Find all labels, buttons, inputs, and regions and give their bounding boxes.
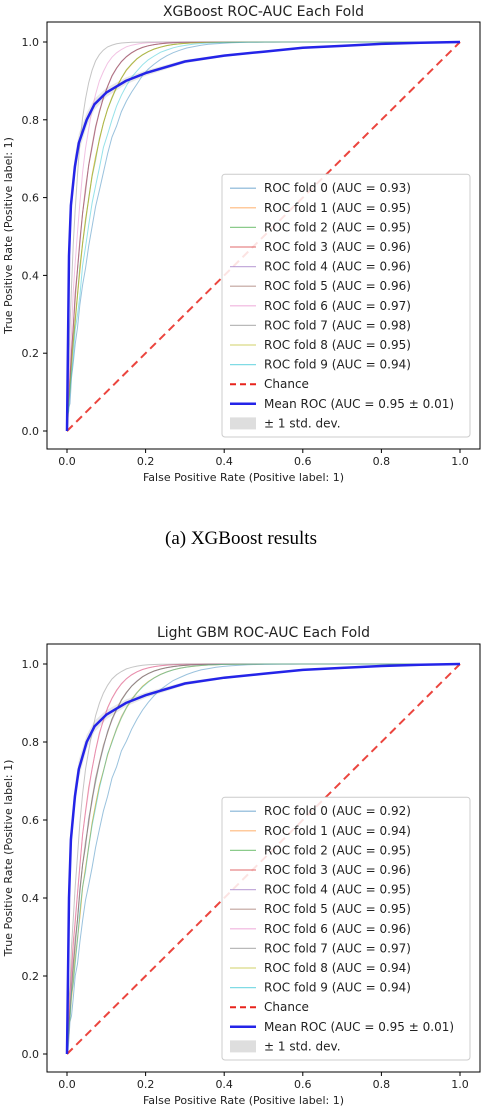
legend-label-fold-1: ROC fold 1 (AUC = 0.94) — [264, 824, 411, 838]
roc-fold-5-line — [66, 41, 460, 429]
roc-fold-7-line — [66, 663, 460, 1051]
y-tick-label: 0.4 — [22, 892, 40, 905]
mean-roc-line — [65, 662, 461, 1055]
x-tick-label: 0.6 — [294, 1078, 312, 1091]
mean-roc-line — [65, 40, 461, 432]
legend-label-fold-8: ROC fold 8 (AUC = 0.94) — [264, 961, 411, 975]
chart-1: Light GBM ROC-AUC Each Fold 0.0 0.2 0.4 0.6 0… — [2, 625, 481, 1107]
legend-label-fold-4: ROC fold 4 (AUC = 0.95) — [264, 883, 411, 897]
x-tick-label: 0.4 — [215, 455, 233, 468]
x-tick-label: 0.6 — [294, 455, 312, 468]
roc-fold-4-line — [66, 41, 460, 426]
legend: ROC fold 0 (AUC = 0.93) ROC fold 1 (AUC =… — [221, 173, 471, 438]
axes-frame — [46, 21, 481, 450]
x-axis-label: False Positive Rate (Positive label: 1) — [143, 1094, 344, 1107]
roc-fold-4-line — [66, 663, 460, 1055]
x-tick-label: 0.2 — [137, 455, 155, 468]
x-tick-label: 0.0 — [58, 455, 76, 468]
legend-swatch-std — [230, 1040, 256, 1053]
y-tick-label: 0.4 — [22, 269, 40, 282]
roc-fold-8-line — [66, 663, 460, 1053]
roc-fold-7-line — [66, 41, 460, 432]
x-tick-label: 0.2 — [137, 1078, 155, 1091]
roc-fold-1-line — [66, 663, 460, 1055]
y-tick-label: 0.2 — [22, 970, 40, 983]
roc-fold-0-line — [66, 663, 460, 1055]
legend-label-fold-3: ROC fold 3 (AUC = 0.96) — [264, 863, 411, 877]
chart-0: XGBoost ROC-AUC Each Fold 0.0 0.2 0.4 0.6 0.8… — [2, 4, 481, 484]
legend-label-mean: Mean ROC (AUC = 0.95 ± 0.01) — [264, 1020, 454, 1034]
legend-label-fold-7: ROC fold 7 (AUC = 0.98) — [264, 318, 411, 332]
roc-fold-3-line — [66, 663, 460, 1055]
y-tick-label: 0.6 — [22, 814, 40, 827]
roc-fold-9-line — [66, 41, 460, 432]
x-tick-label: 0.4 — [215, 1078, 233, 1091]
roc-fold-6-line — [66, 41, 460, 432]
roc-fold-6-line — [66, 663, 460, 1055]
legend-label-fold-4: ROC fold 4 (AUC = 0.96) — [264, 260, 411, 274]
y-tick-label: 0.8 — [22, 114, 40, 127]
y-tick-label: 1.0 — [22, 36, 40, 49]
y-tick-label: 0.8 — [22, 736, 40, 749]
legend-label-chance: Chance — [264, 377, 309, 391]
legend-swatch-std — [230, 417, 256, 430]
legend-label-fold-3: ROC fold 3 (AUC = 0.96) — [264, 240, 411, 254]
y-tick-label: 0.2 — [22, 347, 40, 360]
legend-label-fold-9: ROC fold 9 (AUC = 0.94) — [264, 981, 411, 995]
roc-fold-0-line — [66, 41, 460, 433]
legend-label-mean: Mean ROC (AUC = 0.95 ± 0.01) — [264, 397, 454, 411]
chart-title: XGBoost ROC-AUC Each Fold — [163, 4, 364, 20]
x-axis-label: False Positive Rate (Positive label: 1) — [143, 471, 344, 484]
legend-label-fold-5: ROC fold 5 (AUC = 0.95) — [264, 902, 411, 916]
legend-label-fold-2: ROC fold 2 (AUC = 0.95) — [264, 220, 411, 234]
legend-label-fold-5: ROC fold 5 (AUC = 0.96) — [264, 279, 411, 293]
legend-box — [221, 796, 471, 1061]
axes-frame — [46, 643, 481, 1073]
legend-label-fold-6: ROC fold 6 (AUC = 0.97) — [264, 299, 411, 313]
roc-fold-2-line — [66, 41, 460, 432]
legend-label-fold-6: ROC fold 6 (AUC = 0.96) — [264, 922, 411, 936]
chart-title: Light GBM ROC-AUC Each Fold — [157, 625, 370, 641]
y-tick-label: 1.0 — [22, 658, 40, 671]
y-axis-label: True Positive Rate (Positive label: 1) — [2, 760, 15, 958]
x-tick-label: 1.0 — [451, 1078, 469, 1091]
y-tick-label: 0.6 — [22, 192, 40, 205]
legend-label-std: ± 1 std. dev. — [264, 1039, 341, 1053]
legend-label-fold-2: ROC fold 2 (AUC = 0.95) — [264, 843, 411, 857]
legend-label-chance: Chance — [264, 1000, 309, 1014]
y-axis-label: True Positive Rate (Positive label: 1) — [2, 137, 15, 335]
x-tick-label: 0.8 — [373, 1078, 391, 1091]
y-tick-label: 0.0 — [22, 425, 40, 438]
legend-box — [221, 173, 471, 438]
x-tick-label: 0.0 — [58, 1078, 76, 1091]
legend: ROC fold 0 (AUC = 0.92) ROC fold 1 (AUC =… — [221, 796, 471, 1061]
y-tick-label: 0.0 — [22, 1048, 40, 1061]
legend-label-fold-0: ROC fold 0 (AUC = 0.93) — [264, 181, 411, 195]
roc-fold-1-line — [66, 41, 460, 432]
roc-fold-9-line — [66, 663, 460, 1055]
legend-label-fold-1: ROC fold 1 (AUC = 0.95) — [264, 201, 411, 215]
legend-label-fold-7: ROC fold 7 (AUC = 0.97) — [264, 941, 411, 955]
x-tick-label: 0.8 — [373, 455, 391, 468]
legend-label-fold-0: ROC fold 0 (AUC = 0.92) — [264, 804, 411, 818]
roc-fold-3-line — [66, 41, 460, 432]
x-tick-label: 1.0 — [451, 455, 469, 468]
legend-label-fold-8: ROC fold 8 (AUC = 0.95) — [264, 338, 411, 352]
legend-label-std: ± 1 std. dev. — [264, 416, 341, 430]
roc-fold-8-line — [66, 41, 460, 432]
roc-fold-5-line — [66, 663, 460, 1055]
legend-label-fold-9: ROC fold 9 (AUC = 0.94) — [264, 358, 411, 372]
figure-caption: (a) XGBoost results — [165, 528, 317, 549]
roc-fold-2-line — [66, 663, 460, 1053]
